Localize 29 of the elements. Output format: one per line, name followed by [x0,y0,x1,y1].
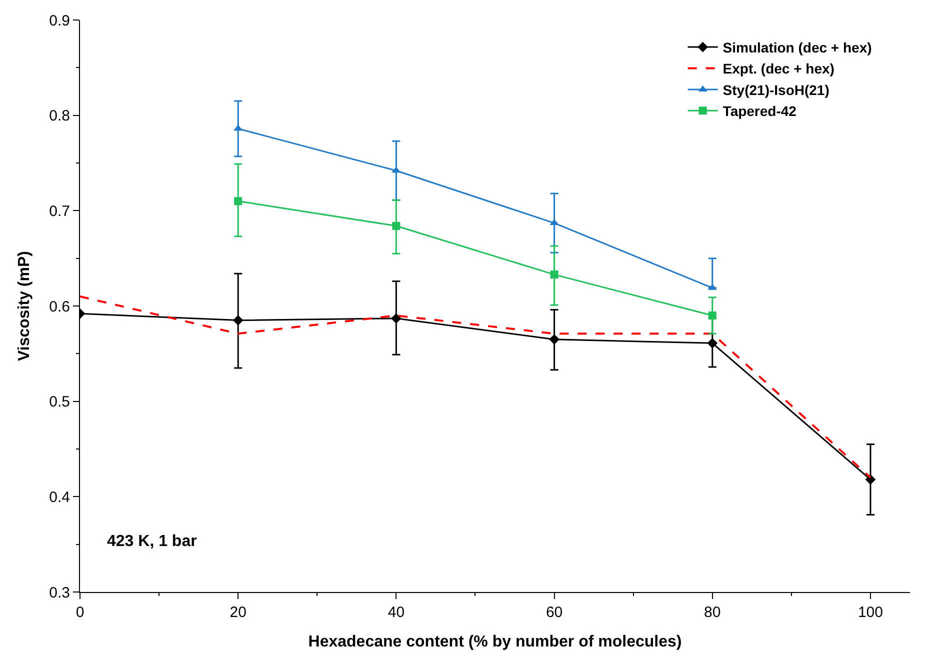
x-tick-label: 40 [388,604,405,621]
legend-label: Sty(21)-IsoH(21) [722,82,830,98]
y-tick-label: 0.3 [49,584,70,602]
y-axis-title: Viscosity (mP) [16,251,34,361]
y-tick-label: 0.4 [49,488,70,506]
point [232,315,244,326]
point [392,222,400,230]
point [707,338,718,348]
annotation: 423 K, 1 bar [107,533,197,550]
y-tick-label: 0.8 [49,108,70,125]
legend-label: Simulation (dec + hex) [722,40,872,56]
point [549,334,560,345]
point [550,270,558,279]
x-tick-label: 0 [76,604,84,621]
y-tick-label: 0.6 [49,298,70,316]
legend-label: Tapered-42 [722,103,797,120]
point [390,313,402,324]
x-tick-label: 80 [704,604,721,621]
point [708,312,716,320]
x-axis-title: Hexadecane content (% by number of molecules) [308,634,682,651]
y-tick-label: 0.5 [49,394,70,411]
x-tick-label: 60 [546,604,563,621]
x-tick-label: 20 [230,604,246,621]
legend-label: Expt. (dec + hex) [722,60,834,77]
y-tick-label: 0.9 [49,12,70,30]
x-tick-label: 100 [858,604,883,621]
point [865,474,876,485]
y-tick-label: 0.7 [49,202,70,220]
point [234,197,242,206]
